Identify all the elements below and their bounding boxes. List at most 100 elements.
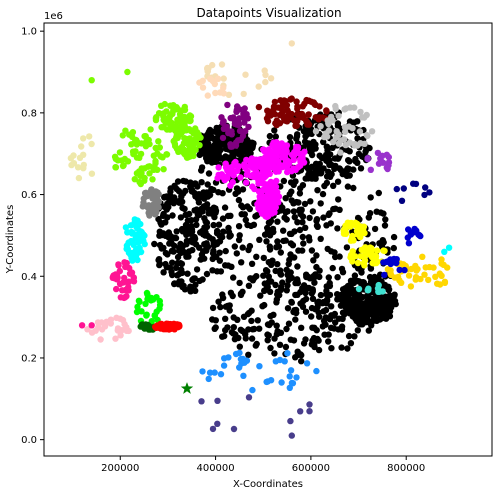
- y-tick-label: 1.0: [21, 27, 37, 38]
- data-point: [294, 131, 301, 138]
- data-point: [354, 214, 362, 222]
- data-point: [368, 128, 376, 135]
- data-point: [336, 253, 343, 260]
- data-point: [122, 224, 130, 231]
- data-point: [324, 117, 331, 124]
- data-point: [194, 194, 201, 201]
- data-point: [304, 119, 311, 126]
- data-point: [248, 140, 255, 147]
- data-point: [211, 325, 218, 332]
- data-point: [250, 275, 258, 282]
- data-point: [199, 368, 206, 375]
- data-point: [212, 89, 219, 97]
- data-point: [131, 216, 138, 223]
- data-point: [305, 234, 313, 241]
- data-point: [123, 293, 130, 300]
- data-point: [143, 312, 150, 319]
- data-point: [227, 182, 234, 189]
- data-point: [317, 200, 324, 207]
- data-point: [178, 192, 185, 199]
- data-point: [421, 271, 428, 278]
- data-point: [217, 303, 224, 311]
- data-point: [134, 303, 141, 311]
- data-point: [330, 138, 337, 146]
- data-point: [216, 257, 223, 264]
- data-point: [308, 247, 316, 254]
- data-point: [267, 178, 275, 186]
- data-point: [393, 259, 400, 267]
- data-point: [400, 185, 407, 192]
- data-point: [421, 191, 428, 199]
- data-point: [373, 208, 380, 215]
- data-point: [339, 170, 346, 178]
- data-point: [276, 291, 283, 299]
- data-point: [220, 173, 228, 180]
- data-point: [167, 188, 174, 195]
- data-point: [323, 107, 330, 114]
- data-point: [241, 119, 248, 126]
- data-point: [383, 164, 390, 171]
- data-point: [219, 134, 227, 142]
- data-point: [249, 386, 256, 394]
- data-point: [233, 250, 240, 257]
- data-point: [142, 321, 149, 328]
- data-point: [209, 255, 216, 263]
- data-point: [316, 103, 323, 110]
- data-point: [220, 84, 227, 92]
- data-point: [138, 308, 145, 315]
- data-point: [368, 245, 375, 252]
- data-point: [286, 134, 294, 141]
- data-point: [334, 155, 342, 162]
- data-point: [209, 425, 217, 433]
- data-point: [323, 300, 330, 307]
- data-point: [356, 293, 363, 300]
- data-point: [301, 100, 308, 108]
- data-point: [396, 266, 403, 274]
- data-point: [375, 281, 382, 289]
- data-point: [325, 338, 332, 345]
- data-point: [193, 266, 201, 273]
- data-point: [187, 127, 195, 135]
- data-point: [274, 218, 281, 225]
- data-point: [220, 125, 228, 132]
- data-point: [288, 95, 295, 102]
- data-point: [360, 279, 367, 286]
- data-point: [282, 195, 289, 202]
- data-point: [341, 228, 348, 235]
- data-point: [222, 262, 229, 269]
- data-point: [320, 138, 327, 146]
- data-point: [292, 354, 299, 361]
- data-point: [156, 144, 163, 151]
- data-point: [290, 181, 297, 189]
- data-point: [245, 123, 252, 131]
- data-point: [327, 324, 335, 331]
- data-point: [240, 114, 247, 121]
- data-point: [282, 142, 289, 149]
- data-point: [127, 251, 134, 258]
- data-point: [360, 305, 368, 313]
- data-point: [376, 288, 383, 295]
- data-point: [184, 270, 191, 277]
- data-point: [156, 301, 164, 309]
- data-point: [236, 127, 244, 135]
- data-point: [240, 372, 247, 379]
- data-point: [264, 331, 271, 338]
- data-point: [412, 276, 419, 283]
- data-point: [267, 278, 275, 285]
- data-point: [317, 235, 324, 242]
- data-point: [189, 146, 197, 153]
- data-point: [236, 232, 243, 239]
- data-point: [246, 309, 253, 317]
- data-point: [347, 237, 355, 244]
- data-point: [344, 345, 351, 352]
- data-point: [325, 274, 332, 281]
- data-point: [268, 194, 275, 201]
- data-point: [226, 302, 233, 309]
- data-point: [86, 133, 93, 140]
- data-point: [221, 204, 229, 211]
- data-point: [170, 107, 177, 114]
- data-point: [244, 221, 251, 229]
- data-point: [267, 344, 274, 352]
- data-point: [286, 384, 293, 391]
- data-point: [357, 108, 364, 116]
